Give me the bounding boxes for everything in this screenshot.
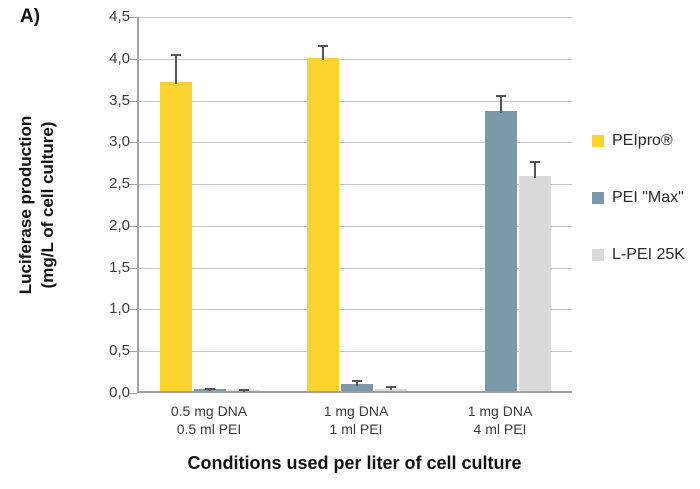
y-tick-label: 4,0 [109,49,130,67]
plot-area [129,17,572,394]
error-bar-whisker [356,381,358,387]
gridline [139,351,572,353]
y-tick-label: 0,0 [109,384,130,401]
y-tick-label: 4,5 [109,8,130,25]
legend-item: PEI "Max" [592,188,685,208]
panel-label: A) [20,6,41,27]
legend-swatch [592,135,604,147]
y-tick-label: 0,5 [109,342,130,360]
gridline [139,58,572,60]
x-category-label: 1 mg DNA 4 ml PEI [430,402,570,438]
legend-swatch [592,249,604,261]
bar [519,176,551,391]
error-bar-cap [318,45,328,48]
error-bar-cap [496,95,506,98]
y-axis-tick-mark [129,142,137,144]
legend-label: PEIpro® [612,132,673,149]
x-category-label-line1: 0.5 mg DNA [170,403,248,419]
y-tick-label: 2,5 [109,175,130,193]
bar [307,58,339,391]
y-tick-label: 3,5 [109,91,130,109]
error-bar-cap [386,386,396,389]
bar [160,81,192,391]
gridline [139,100,572,102]
x-category-label-line1: 1 mg DNA [467,403,533,419]
bar [341,384,373,391]
y-axis-title: Luciferase production (mg/L of cell cult… [15,116,59,295]
y-axis-title-line1: Luciferase production [15,115,35,295]
gridline [139,267,572,269]
x-category-label-line1: 1 mg DNA [323,403,389,419]
error-bar-cap [205,387,215,390]
y-axis-tick-mark [129,267,137,269]
error-bar-cap [239,389,249,392]
error-bar-whisker [390,387,392,391]
x-category-label-line2: 1 ml PEI [329,421,383,438]
gridline [139,142,572,144]
error-bar-cap [530,160,540,163]
legend-item: PEIpro® [592,131,685,151]
legend-label: PEI "Max" [612,189,684,206]
bar [485,111,517,391]
y-tick-label: 1,5 [109,258,130,276]
y-tick-label: 2,0 [109,216,130,234]
error-bar-whisker [175,54,177,84]
legend-item: L-PEI 25K [592,245,685,265]
x-category-label: 0.5 mg DNA 0.5 ml PEI [139,402,279,438]
error-bar-cap [171,53,181,56]
gridline [139,309,572,311]
y-axis-tick-mark [129,393,137,394]
y-axis-tick-mark [129,309,137,311]
error-bar-whisker [534,161,536,179]
y-axis-tick-mark [129,184,137,186]
gridline [139,184,572,186]
y-axis-tick-mark [129,225,137,227]
error-bar-whisker [500,96,502,114]
gridline [139,225,572,227]
error-bar-whisker [209,388,211,392]
x-category-label-line2: 4 ml PEI [473,421,527,438]
y-tick-label: 3,0 [109,133,130,151]
y-axis-tick-mark [129,351,137,353]
y-axis-tick-mark [129,17,137,18]
y-tick-label: 1,0 [109,300,130,318]
error-bar-cap [352,380,362,383]
legend: PEIpro® PEI "Max" L-PEI 25K [592,131,685,302]
x-category-label-line2: 0.5 ml PEI [176,421,242,438]
x-category-label: 1 mg DNA 1 ml PEI [286,402,426,438]
gridline [139,17,572,18]
legend-label: L-PEI 25K [612,246,685,263]
x-axis-title: Conditions used per liter of cell cultur… [187,453,522,473]
y-axis-tick-mark [129,58,137,60]
y-axis-tick-mark [129,100,137,102]
legend-swatch [592,192,604,204]
y-axis-title-line2: (mg/L of cell culture) [38,121,57,289]
error-bar-whisker [322,46,324,61]
